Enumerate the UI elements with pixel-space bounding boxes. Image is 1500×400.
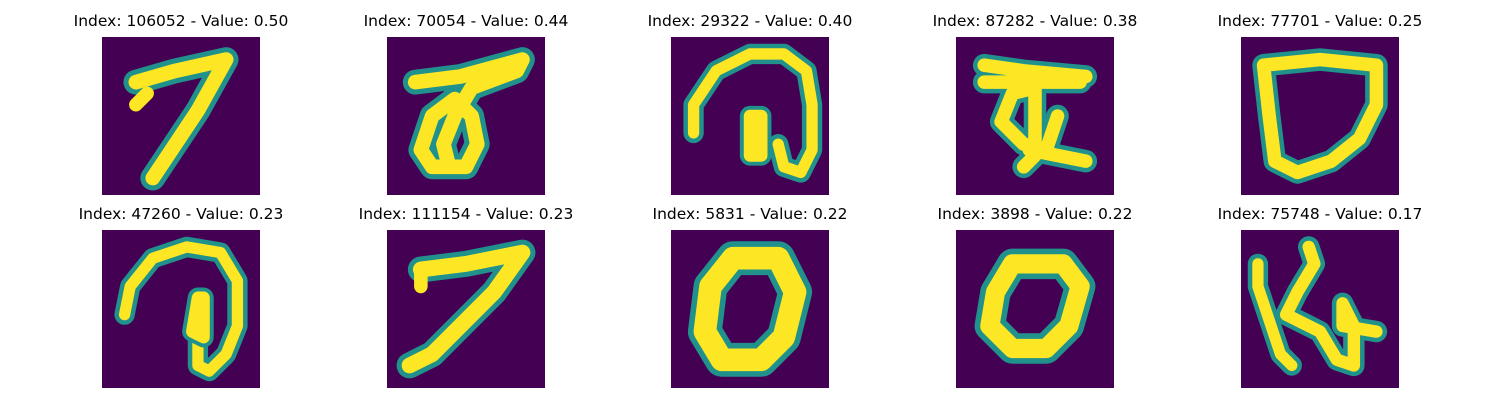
panel-2: Index: 70054 - Value: 0.44 <box>341 11 591 195</box>
panel-3: Index: 29322 - Value: 0.40 <box>625 11 875 195</box>
panel-7: Index: 111154 - Value: 0.23 <box>341 204 591 388</box>
panel-title: Index: 47260 - Value: 0.23 <box>78 205 284 223</box>
panel-5: Index: 77701 - Value: 0.25 <box>1195 11 1445 195</box>
digit-image <box>102 37 260 195</box>
digit-image <box>387 230 545 388</box>
panel-title: Index: 5831 - Value: 0.22 <box>652 205 848 223</box>
panel-title: Index: 3898 - Value: 0.22 <box>937 205 1133 223</box>
panel-10: Index: 75748 - Value: 0.17 <box>1195 204 1445 388</box>
panel-9: Index: 3898 - Value: 0.22 <box>910 204 1160 388</box>
panel-6: Index: 47260 - Value: 0.23 <box>56 204 306 388</box>
panel-title: Index: 29322 - Value: 0.40 <box>647 12 853 30</box>
panel-4: Index: 87282 - Value: 0.38 <box>910 11 1160 195</box>
digit-image <box>387 37 545 195</box>
panel-title: Index: 77701 - Value: 0.25 <box>1217 12 1423 30</box>
panel-title: Index: 106052 - Value: 0.50 <box>73 12 289 30</box>
panel-8: Index: 5831 - Value: 0.22 <box>625 204 875 388</box>
digit-image <box>956 37 1114 195</box>
digit-image <box>956 230 1114 388</box>
panel-title: Index: 75748 - Value: 0.17 <box>1217 205 1423 223</box>
digit-image <box>102 230 260 388</box>
panel-title: Index: 111154 - Value: 0.23 <box>358 205 574 223</box>
panel-title: Index: 70054 - Value: 0.44 <box>363 12 569 30</box>
digit-image <box>1241 37 1399 195</box>
digit-image <box>671 230 829 388</box>
panel-1: Index: 106052 - Value: 0.50 <box>56 11 306 195</box>
panel-title: Index: 87282 - Value: 0.38 <box>932 12 1138 30</box>
digit-image <box>1241 230 1399 388</box>
digit-image <box>671 37 829 195</box>
